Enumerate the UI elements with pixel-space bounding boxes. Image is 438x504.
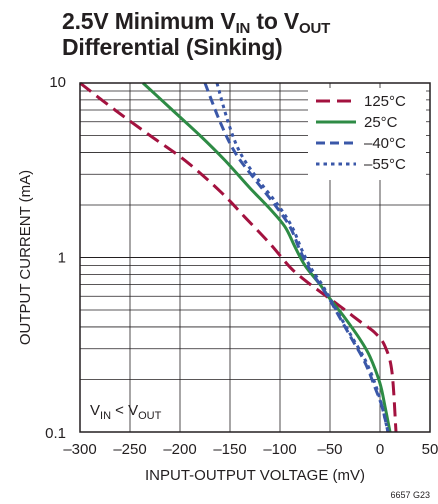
legend-label: 25°C — [364, 114, 398, 131]
legend-label: 125°C — [364, 93, 406, 110]
vin-vout-annotation: VIN < VOUT — [90, 402, 162, 422]
x-tick-label: 0 — [376, 441, 384, 458]
figure-code: 6657 G23 — [390, 490, 430, 500]
x-axis-label: INPUT-OUTPUT VOLTAGE (mV) — [145, 467, 365, 484]
x-tick-label: –300 — [63, 441, 96, 458]
y-axis-label: OUTPUT CURRENT (mA) — [17, 170, 34, 345]
x-tick-label: –150 — [213, 441, 246, 458]
x-tick-label: 50 — [422, 441, 438, 458]
y-tick-label: 0.1 — [45, 425, 66, 442]
chart-legend: 125°C 25°C –40°C –55°C — [308, 88, 426, 180]
legend-label: –40°C — [364, 135, 406, 152]
y-tick-label: 10 — [49, 74, 66, 91]
x-tick-label: –100 — [263, 441, 296, 458]
y-axis-ticks: 0.1 1 10 — [45, 74, 66, 442]
x-tick-label: –200 — [163, 441, 196, 458]
x-tick-label: –50 — [317, 441, 342, 458]
legend-label: –55°C — [364, 156, 406, 173]
x-axis-ticks: –300 –250 –200 –150 –100 –50 0 50 — [63, 441, 438, 458]
x-tick-label: –250 — [113, 441, 146, 458]
y-tick-label: 1 — [58, 250, 66, 267]
